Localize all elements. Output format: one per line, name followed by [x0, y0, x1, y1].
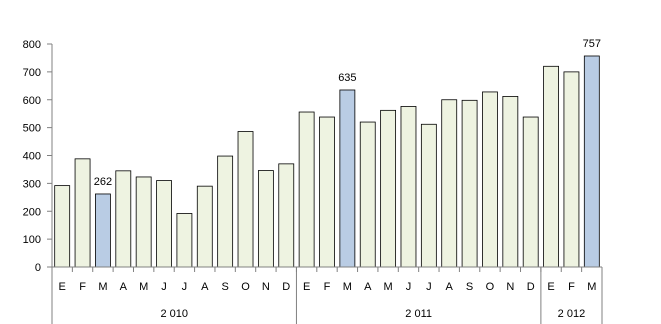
x-tick-label: A	[446, 281, 454, 293]
x-tick-label: D	[282, 281, 290, 293]
bar	[482, 91, 498, 268]
x-tick-label: F	[79, 281, 86, 293]
x-tick-label: M	[343, 281, 352, 293]
y-tick-label: 500	[23, 123, 41, 135]
bar	[54, 185, 71, 268]
x-tick-label: J	[182, 281, 188, 293]
bar	[257, 170, 274, 268]
x-tick-label: O	[486, 281, 495, 293]
x-axis: E F M A M J J A S O N D E F M A M J J A S O N D E F M2 010 2 011 2 0…	[51, 266, 603, 324]
bar	[543, 65, 559, 268]
x-tick-label: E	[547, 281, 554, 293]
bar	[135, 176, 152, 268]
x-tick-label: M	[587, 281, 596, 293]
bar	[115, 170, 132, 268]
y-tick-label: 300	[23, 178, 41, 190]
x-tick-label: N	[262, 281, 270, 293]
bar	[420, 123, 437, 268]
data-label: 635	[338, 72, 356, 84]
year-label: 2 011	[405, 308, 432, 320]
x-tick-label: D	[527, 281, 535, 293]
bar	[237, 131, 254, 268]
x-tick-label: J	[426, 281, 432, 293]
bar	[563, 71, 580, 268]
data-label: 757	[583, 38, 601, 50]
x-tick-label: M	[384, 281, 393, 293]
y-tick-label: 200	[23, 206, 41, 218]
bar	[217, 155, 234, 268]
y-axis-ticks: 0 100 200 300 400 500 600 700 800	[23, 39, 53, 274]
bar	[319, 116, 335, 268]
bar	[95, 193, 111, 268]
bar	[74, 158, 91, 268]
bars	[54, 55, 600, 268]
bar	[522, 116, 539, 268]
data-label: 262	[94, 176, 112, 188]
x-tick-label: E	[303, 281, 310, 293]
y-tick-label: 400	[23, 151, 41, 163]
x-tick-label: F	[324, 281, 331, 293]
x-tick-label: N	[506, 281, 514, 293]
x-tick-label: S	[221, 281, 228, 293]
bar	[400, 106, 417, 268]
x-tick-label: M	[139, 281, 148, 293]
data-labels: 262 635 757	[94, 38, 601, 188]
year-label: 2 010	[160, 308, 188, 320]
y-tick-label: 600	[23, 95, 41, 107]
x-tick-label: M	[98, 281, 107, 293]
bar	[196, 185, 213, 268]
bar	[461, 99, 478, 268]
bar	[583, 55, 600, 268]
y-tick-label: 0	[35, 262, 41, 274]
x-tick-label: A	[364, 281, 372, 293]
x-tick-label: E	[59, 281, 66, 293]
x-tick-label: F	[568, 281, 575, 293]
x-tick-label: A	[120, 281, 128, 293]
x-tick-label: A	[201, 281, 209, 293]
bar	[359, 121, 376, 268]
x-tick-label: J	[406, 281, 412, 293]
y-tick-label: 100	[23, 234, 41, 246]
bar	[339, 89, 356, 268]
bar	[156, 180, 172, 268]
bar	[176, 213, 193, 268]
bar	[298, 111, 315, 268]
x-tick-label: S	[466, 281, 473, 293]
bar	[502, 96, 519, 268]
x-tick-label: O	[241, 281, 250, 293]
bar	[441, 99, 458, 268]
year-label: 2 012	[558, 308, 586, 320]
y-tick-label: 700	[23, 67, 41, 79]
bar	[278, 163, 295, 268]
y-tick-label: 800	[23, 39, 41, 51]
bar	[380, 109, 397, 268]
x-tick-label: J	[161, 281, 167, 293]
